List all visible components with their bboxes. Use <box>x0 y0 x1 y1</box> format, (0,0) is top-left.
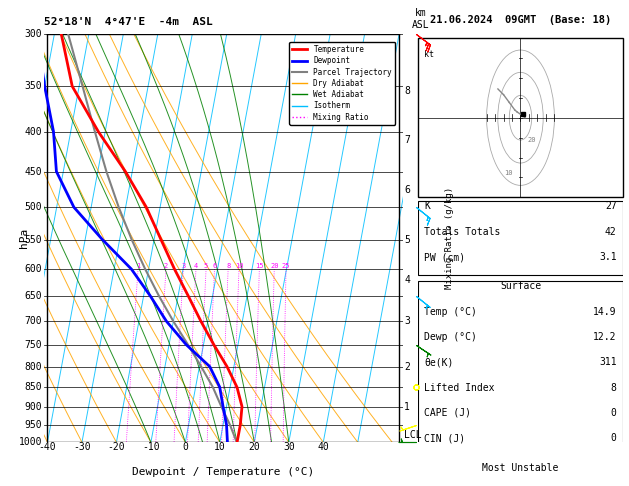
Text: 8: 8 <box>226 263 230 269</box>
Text: 15: 15 <box>255 263 264 269</box>
Text: 40: 40 <box>318 442 329 452</box>
Text: 1: 1 <box>404 401 410 412</box>
Text: Totals Totals: Totals Totals <box>425 226 501 237</box>
Text: Most Unstable: Most Unstable <box>482 463 559 473</box>
Text: 10: 10 <box>504 170 513 176</box>
Text: 311: 311 <box>599 357 616 367</box>
Text: -20: -20 <box>108 442 125 452</box>
Text: 8: 8 <box>611 382 616 393</box>
Text: hPa: hPa <box>19 228 30 248</box>
Text: 42: 42 <box>605 226 616 237</box>
Text: km
ASL: km ASL <box>411 8 430 30</box>
Bar <box>418 281 623 456</box>
Text: CIN (J): CIN (J) <box>425 434 465 443</box>
Text: Mixing Ratio (g/kg): Mixing Ratio (g/kg) <box>445 187 454 289</box>
Text: 6: 6 <box>404 185 410 195</box>
Text: 30: 30 <box>283 442 294 452</box>
Text: 400: 400 <box>25 126 42 137</box>
Text: 1: 1 <box>136 263 140 269</box>
Text: 0: 0 <box>611 408 616 418</box>
Text: Dewpoint / Temperature (°C): Dewpoint / Temperature (°C) <box>132 467 314 477</box>
Text: Surface: Surface <box>500 281 541 292</box>
Text: 20: 20 <box>270 263 279 269</box>
Text: 500: 500 <box>25 202 42 212</box>
Text: 12.2: 12.2 <box>593 332 616 342</box>
Text: 10: 10 <box>214 442 226 452</box>
Text: LCL: LCL <box>404 431 422 440</box>
Text: Dewp (°C): Dewp (°C) <box>425 332 477 342</box>
Text: Temp (°C): Temp (°C) <box>425 307 477 317</box>
Text: 3: 3 <box>181 263 186 269</box>
Text: 7: 7 <box>404 135 410 145</box>
Text: 2: 2 <box>404 362 410 372</box>
Text: 550: 550 <box>25 235 42 244</box>
Text: 950: 950 <box>25 420 42 430</box>
Text: 300: 300 <box>25 29 42 39</box>
Text: 52°18'N  4°47'E  -4m  ASL: 52°18'N 4°47'E -4m ASL <box>44 17 213 27</box>
Text: 27: 27 <box>605 201 616 211</box>
Text: 850: 850 <box>25 382 42 392</box>
Text: 0: 0 <box>611 434 616 443</box>
Text: 2: 2 <box>164 263 168 269</box>
Text: 5: 5 <box>404 235 410 244</box>
Text: 450: 450 <box>25 167 42 176</box>
Text: 900: 900 <box>25 401 42 412</box>
Text: 750: 750 <box>25 340 42 350</box>
Text: 21.06.2024  09GMT  (Base: 18): 21.06.2024 09GMT (Base: 18) <box>430 15 611 25</box>
Text: 0: 0 <box>182 442 188 452</box>
Text: 650: 650 <box>25 291 42 301</box>
Text: 4: 4 <box>404 275 410 285</box>
Text: CAPE (J): CAPE (J) <box>425 408 471 418</box>
Text: 25: 25 <box>282 263 291 269</box>
Text: 6: 6 <box>213 263 216 269</box>
Text: 1000: 1000 <box>19 437 42 447</box>
Text: 3.1: 3.1 <box>599 252 616 262</box>
Text: 700: 700 <box>25 316 42 326</box>
Text: PW (cm): PW (cm) <box>425 252 465 262</box>
Text: 600: 600 <box>25 264 42 274</box>
Bar <box>418 38 623 197</box>
Text: 3: 3 <box>404 316 410 326</box>
Text: 350: 350 <box>25 81 42 91</box>
Bar <box>418 201 623 275</box>
Text: 800: 800 <box>25 362 42 372</box>
Text: 20: 20 <box>248 442 260 452</box>
Text: 20: 20 <box>527 137 535 143</box>
Text: -30: -30 <box>73 442 91 452</box>
Text: 4: 4 <box>194 263 198 269</box>
Bar <box>418 463 623 486</box>
Text: 8: 8 <box>404 86 410 96</box>
Text: -10: -10 <box>142 442 160 452</box>
Text: θe(K): θe(K) <box>425 357 454 367</box>
Text: 10: 10 <box>235 263 243 269</box>
Text: 5: 5 <box>204 263 208 269</box>
Text: kt: kt <box>425 51 435 59</box>
Text: K: K <box>425 201 430 211</box>
Legend: Temperature, Dewpoint, Parcel Trajectory, Dry Adiabat, Wet Adiabat, Isotherm, Mi: Temperature, Dewpoint, Parcel Trajectory… <box>289 42 395 125</box>
Text: Lifted Index: Lifted Index <box>425 382 495 393</box>
Text: 14.9: 14.9 <box>593 307 616 317</box>
Text: -40: -40 <box>38 442 56 452</box>
